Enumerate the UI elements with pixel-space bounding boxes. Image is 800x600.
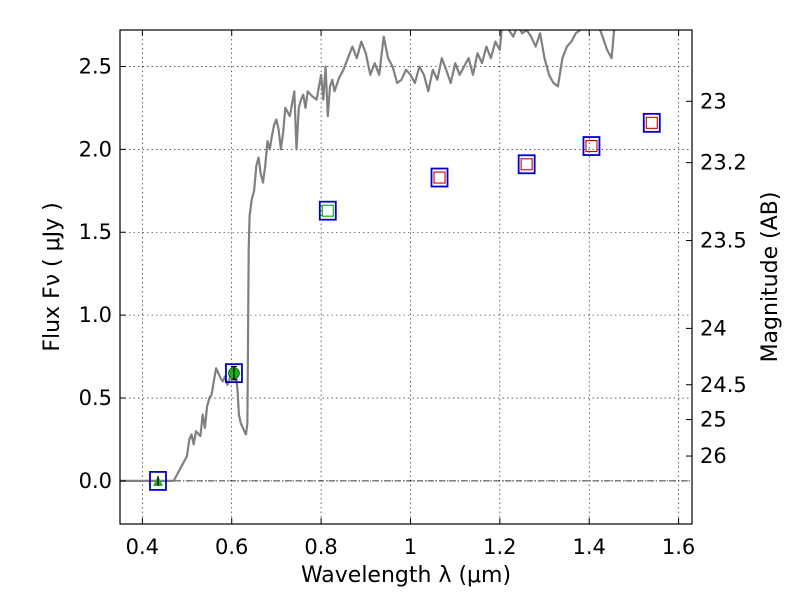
right-axis-label: Magnitude (AB) [758,192,783,363]
sed-chart: 0.4 0.6 0.8 1 1.2 1.4 1.6 0.0 0.5 1.0 1.5 2.0 2.5 23 2… [0,0,800,600]
y-axis-label: Flux Fν ( μJy ) [40,202,65,351]
x-tick-label: 0.8 [304,535,337,559]
y-tick-label: 2.5 [79,54,112,78]
x-tick-label: 1.4 [573,535,606,559]
magnitude-tick-label: 25 [700,408,727,432]
magnitude-tick-label: 24 [700,316,727,340]
magnitude-tick-label: 23.2 [700,151,747,175]
x-tick-label: 1.2 [483,535,516,559]
y-tick-label: 2.0 [79,137,112,161]
y-tick-label: 0.5 [79,386,112,410]
x-axis-label: Wavelength λ (μm) [301,563,511,588]
y-tick-label: 1.0 [79,303,112,327]
magnitude-tick-label: 23 [700,89,727,113]
magnitude-tick-label: 23.5 [700,229,747,253]
x-tick-label: 1 [404,535,417,559]
magnitude-tick-label: 26 [700,444,727,468]
x-tick-label: 0.6 [215,535,248,559]
y-tick-label: 0.0 [79,469,112,493]
x-tick-label: 1.6 [662,535,695,559]
magnitude-tick-label: 24.5 [700,373,747,397]
x-tick-label: 0.4 [126,535,159,559]
y-tick-label: 1.5 [79,220,112,244]
